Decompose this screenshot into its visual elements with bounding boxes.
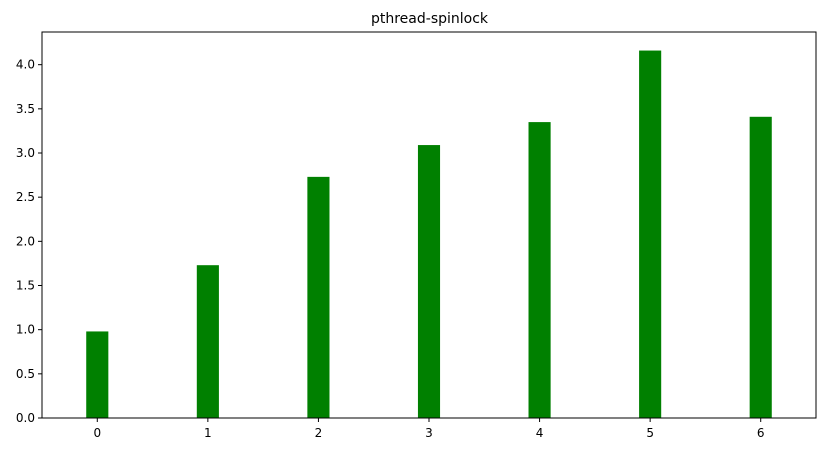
- bar-1: [196, 265, 219, 418]
- bar-2: [307, 176, 330, 418]
- chart-title: pthread-spinlock: [371, 11, 489, 27]
- x-tick-label: 3: [425, 426, 433, 440]
- y-tick-label: 2.0: [16, 234, 35, 248]
- y-tick-label: 3.0: [16, 146, 35, 160]
- x-tick-label: 2: [315, 426, 323, 440]
- y-tick-label: 0.5: [16, 367, 35, 381]
- x-tick-label: 1: [204, 426, 212, 440]
- y-tick-label: 2.5: [16, 190, 35, 204]
- bar-5: [639, 50, 662, 419]
- bars-group: [86, 50, 772, 419]
- plot-frame: [41, 31, 817, 419]
- y-tick-label: 1.0: [16, 323, 35, 337]
- y-axis: 0.0 0.5 1.0 1.5 2.0 2.5 3.0 3.5 4.0: [16, 58, 42, 425]
- y-tick-label: 3.5: [16, 102, 35, 116]
- x-tick-label: 0: [93, 426, 101, 440]
- bar-0: [86, 331, 109, 418]
- bar-3: [417, 145, 441, 419]
- x-axis: 0 1 2 3 4 5 6: [93, 418, 765, 440]
- x-tick-label: 6: [757, 426, 765, 440]
- bar-4: [528, 122, 551, 419]
- x-tick-label: 4: [536, 426, 544, 440]
- y-tick-label: 1.5: [16, 279, 35, 293]
- x-tick-label: 5: [646, 426, 654, 440]
- y-tick-label: 4.0: [16, 58, 35, 72]
- bar-6: [749, 116, 772, 419]
- y-tick-label: 0.0: [16, 411, 35, 425]
